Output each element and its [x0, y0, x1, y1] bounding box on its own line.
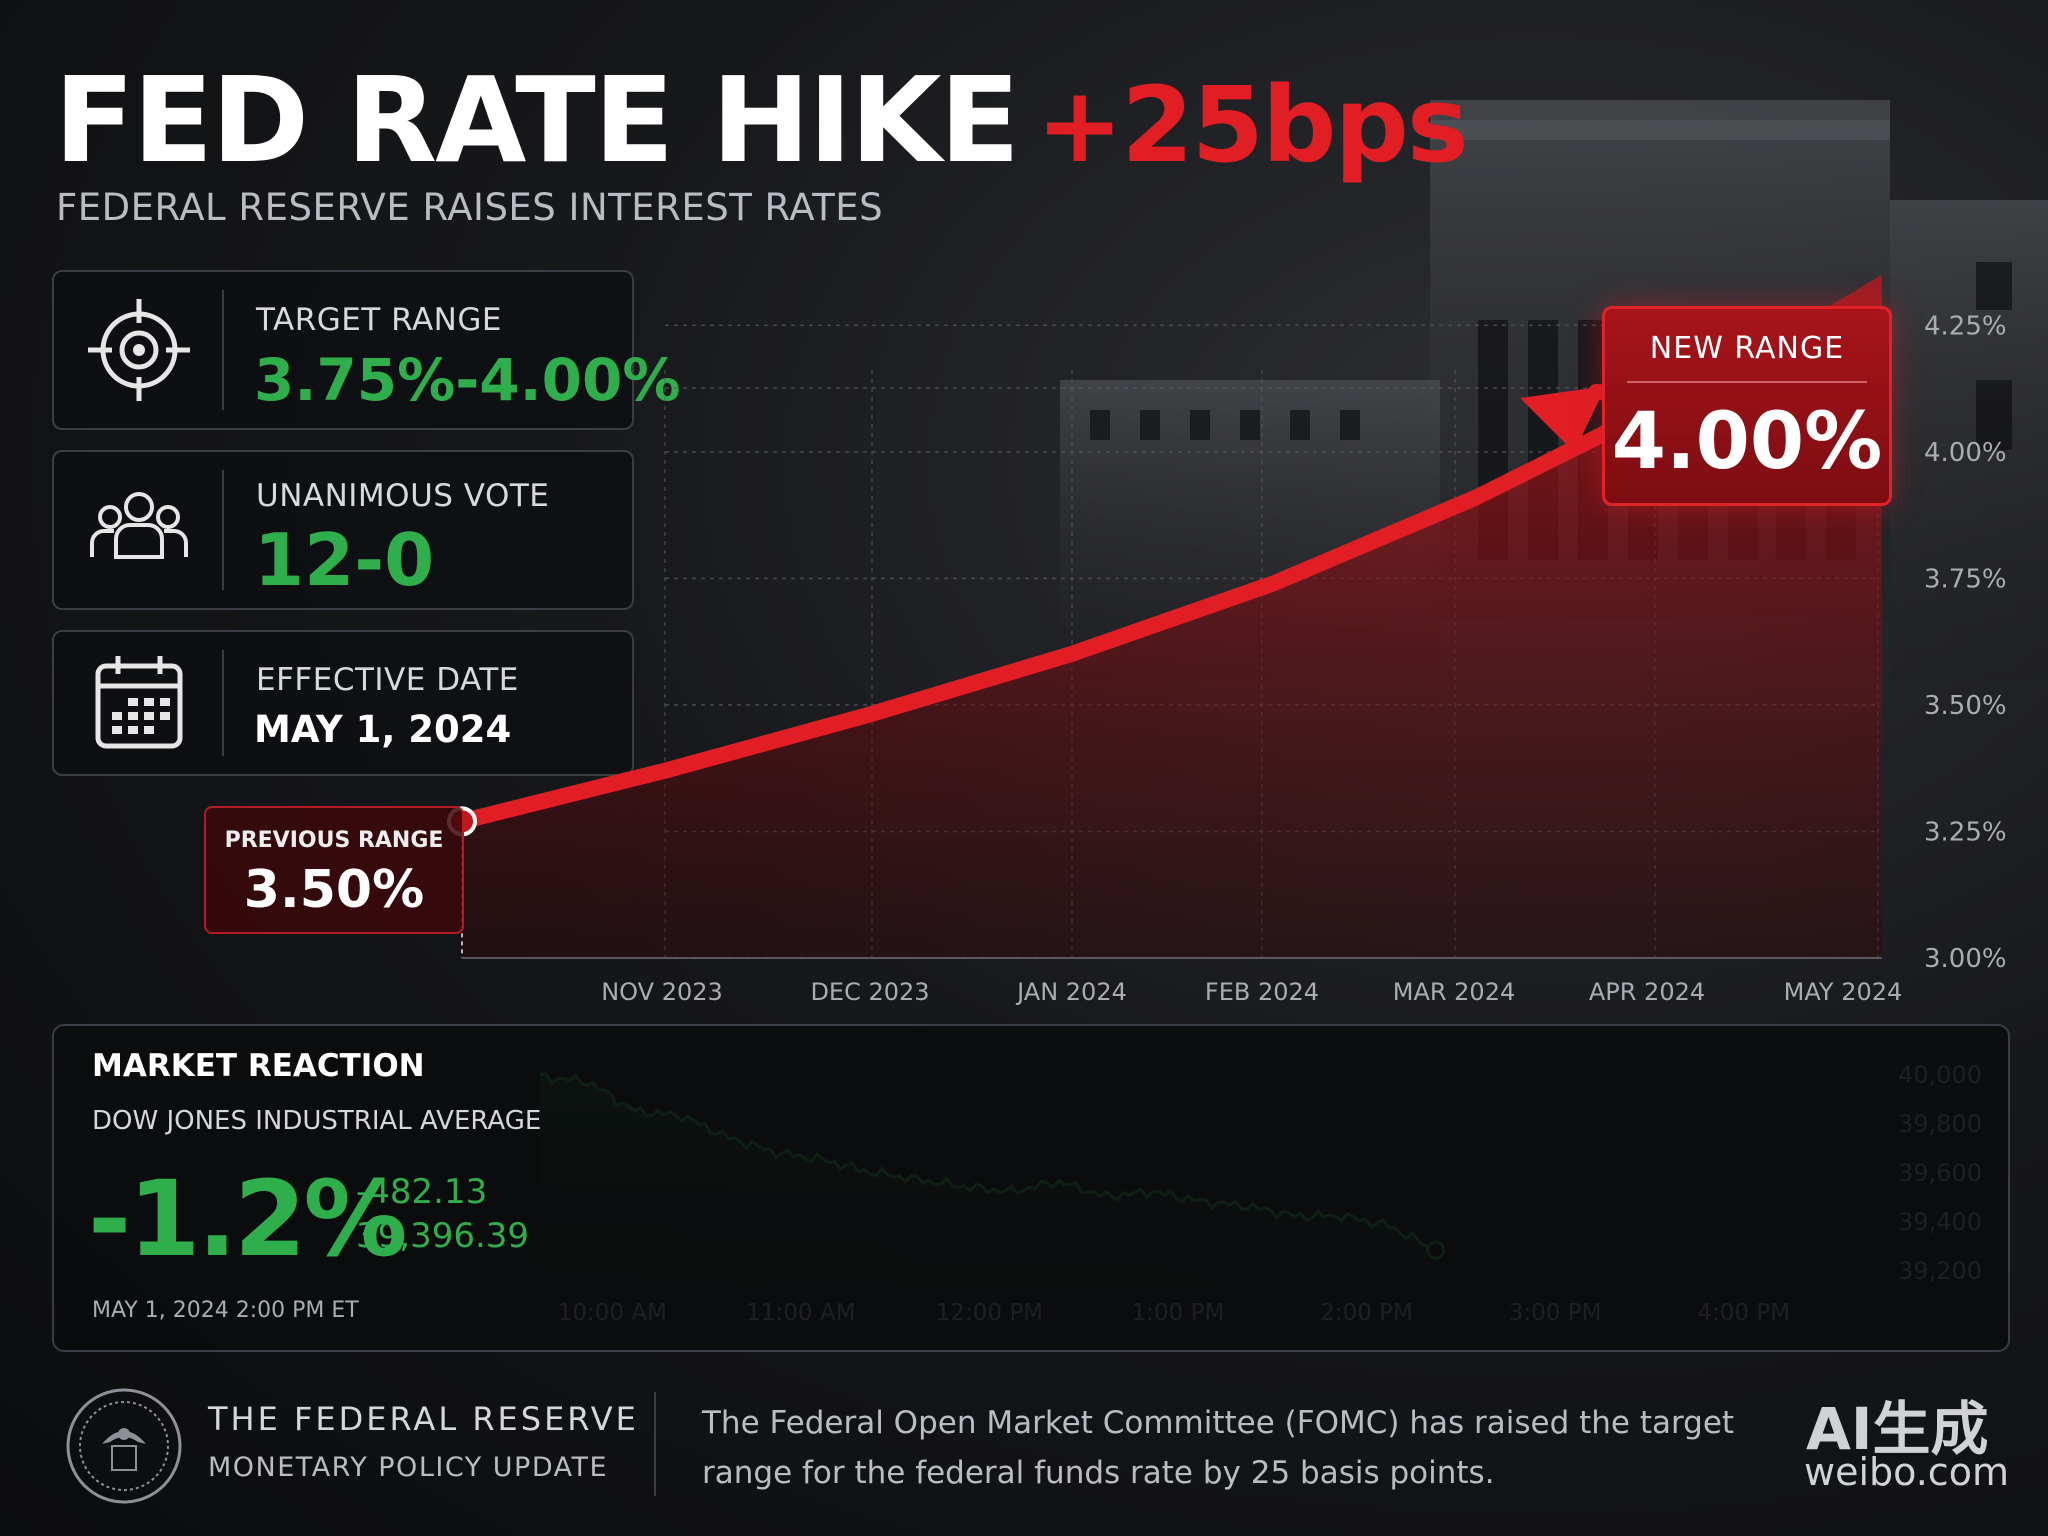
footer-divider — [654, 1392, 656, 1496]
x-tick-label: MAR 2024 — [1393, 978, 1516, 1006]
vote-card: UNANIMOUS VOTE 12-0 — [52, 450, 634, 610]
title-text: FED RATE HIKE — [54, 51, 1020, 189]
card-separator — [222, 650, 224, 756]
card-separator — [222, 470, 224, 590]
title-highlight: +25bps — [1036, 64, 1469, 186]
calendar-icon — [95, 656, 183, 749]
x-tick-label: MAY 2024 — [1784, 978, 1903, 1006]
index-level: 39,396.39 — [356, 1216, 530, 1256]
previous-range-label: PREVIOUS RANGE — [224, 828, 444, 853]
vote-value: 12-0 — [254, 518, 435, 602]
target-icon — [88, 299, 190, 401]
y-tick-label: 3.25% — [1924, 817, 2007, 847]
card-label: TARGET RANGE — [256, 302, 502, 338]
page-subtitle: FEDERAL RESERVE RAISES INTEREST RATES — [56, 186, 884, 229]
x-tick-label: APR 2024 — [1589, 978, 1705, 1006]
arrow-head — [1520, 386, 1606, 452]
previous-range-value: 3.50% — [243, 860, 425, 920]
effective-date-card: EFFECTIVE DATE MAY 1, 2024 — [52, 630, 634, 776]
target-range-value: 3.75%-4.00% — [254, 346, 681, 414]
market-reaction-title: MARKET REACTION — [92, 1048, 425, 1084]
y-tick-label: 3.00% — [1924, 944, 2007, 974]
footer-subtitle: MONETARY POLICY UPDATE — [208, 1452, 609, 1483]
rate-area — [462, 274, 1882, 958]
effective-date-value: MAY 1, 2024 — [254, 708, 512, 751]
new-range-label: NEW RANGE — [1649, 331, 1845, 366]
x-tick-label: JAN 2024 — [1015, 978, 1127, 1006]
card-label: UNANIMOUS VOTE — [256, 478, 550, 514]
y-tick-label: 3.75% — [1924, 564, 2007, 594]
market-timestamp: MAY 1, 2024 2:00 PM ET — [92, 1298, 359, 1323]
card-separator — [222, 290, 224, 410]
watermark-site: weibo.com — [1804, 1450, 2009, 1494]
y-tick-label: 3.50% — [1924, 691, 2007, 721]
new-range-value: 4.00% — [1611, 397, 1883, 487]
footer-description: The Federal Open Market Committee (FOMC)… — [702, 1405, 1735, 1491]
x-tick-label: DEC 2023 — [810, 978, 929, 1006]
index-name: DOW JONES INDUSTRIAL AVERAGE — [92, 1106, 542, 1136]
federal-reserve-seal-icon — [66, 1388, 182, 1504]
new-range-annotation: NEW RANGE 4.00% — [1602, 306, 1892, 506]
previous-range-annotation: PREVIOUS RANGE 3.50% — [204, 806, 464, 934]
y-tick-label: 4.00% — [1924, 438, 2007, 468]
percent-change: -1.2% — [88, 1158, 408, 1280]
market-reaction-panel — [52, 1024, 2010, 1352]
new-range-divider — [1627, 381, 1867, 383]
page-title: FED RATE HIKE +25bps — [54, 50, 1469, 195]
people-icon — [90, 492, 188, 559]
x-tick-label: FEB 2024 — [1205, 978, 1319, 1006]
point-change: -482.13 — [356, 1172, 488, 1212]
watermark-label: AI生成 — [1806, 1395, 1989, 1463]
y-tick-label: 4.25% — [1924, 311, 2007, 341]
x-tick-label: NOV 2023 — [601, 978, 723, 1006]
footer-organization: THE FEDERAL RESERVE — [208, 1400, 639, 1438]
target-range-card: TARGET RANGE 3.75%-4.00% — [52, 270, 681, 430]
card-label: EFFECTIVE DATE — [256, 662, 519, 698]
